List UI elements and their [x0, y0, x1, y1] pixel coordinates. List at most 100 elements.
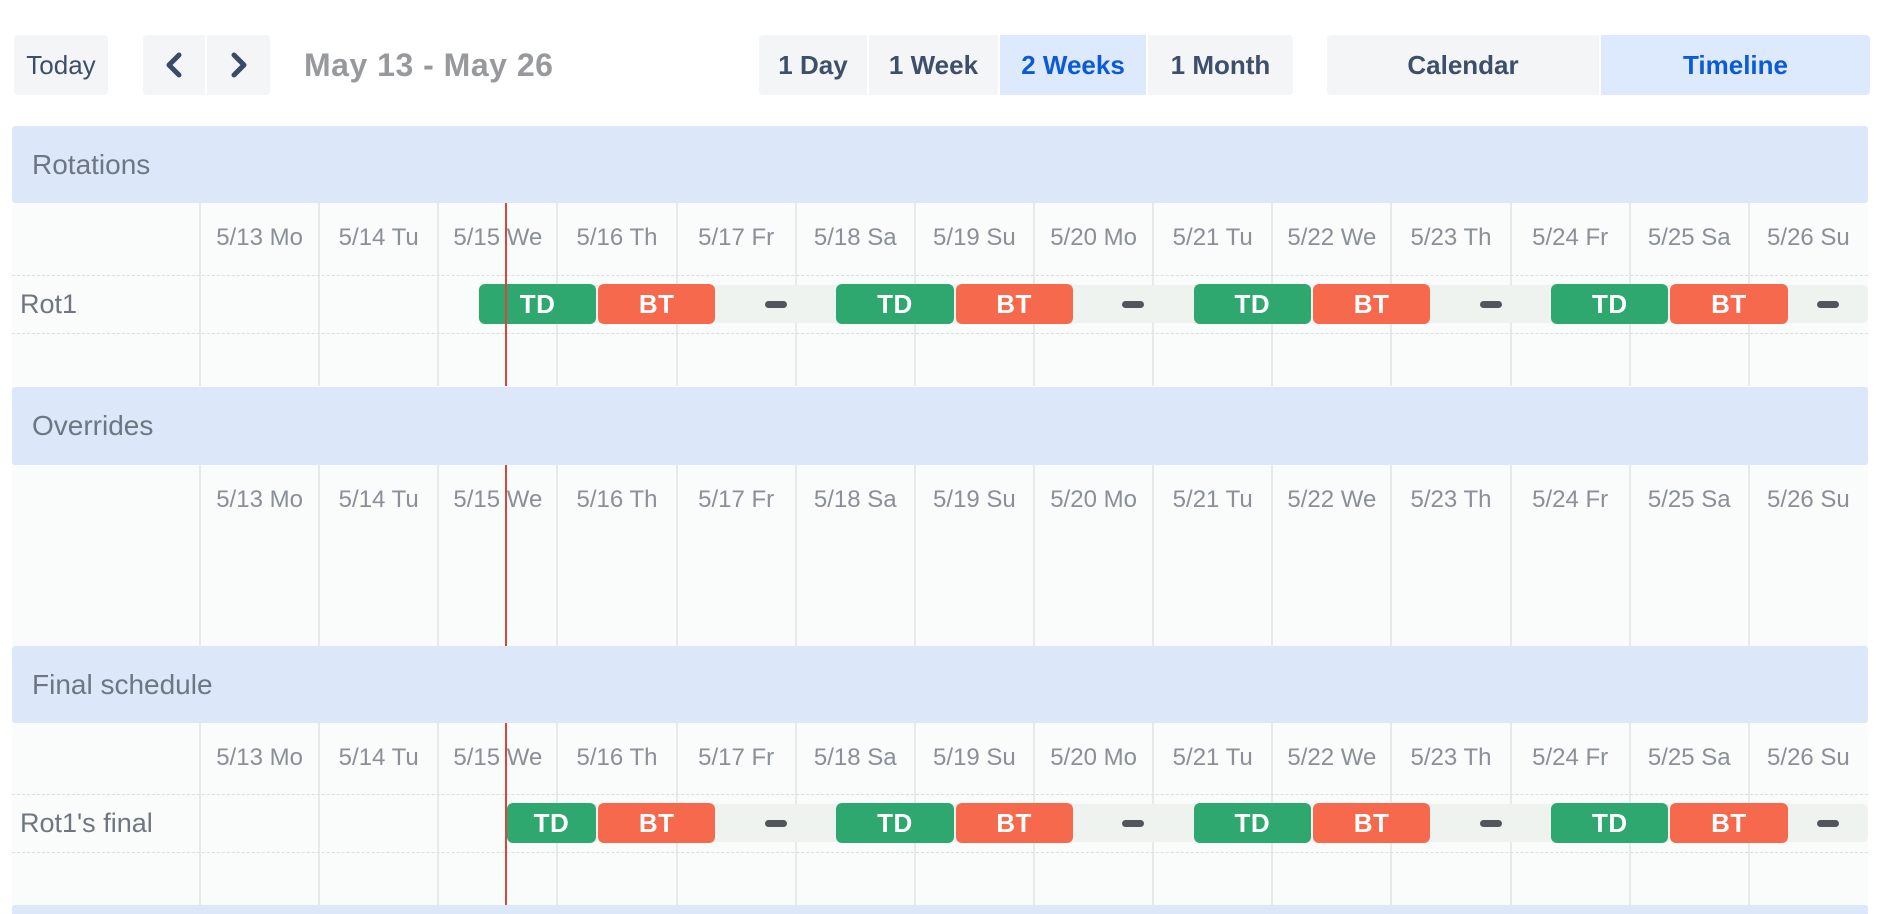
shift-block-bt[interactable]: BT: [955, 803, 1073, 843]
day-label: 5/21 Tu: [1172, 224, 1253, 251]
day-label: 5/16 Th: [576, 224, 658, 251]
day-label: 5/22 We: [1287, 486, 1377, 513]
chevron-left-icon: [166, 52, 182, 78]
day-label: 5/23 Th: [1410, 486, 1492, 513]
section-header-overrides: Overrides: [12, 387, 1868, 465]
today-button[interactable]: Today: [14, 35, 108, 95]
view-option-timeline[interactable]: Timeline: [1601, 35, 1870, 95]
day-gridline: [1509, 465, 1512, 646]
shift-block-bt[interactable]: BT: [955, 284, 1073, 324]
gap-dash-icon: [1817, 819, 1840, 827]
section-title: Final schedule: [32, 668, 213, 700]
section-header-final-schedule: Final schedule: [12, 646, 1868, 723]
section-grid: 5/13 Mo 5/14 Tu 5/15 We 5/16 Th 5/17 Fr 5/18 …: [12, 723, 1868, 905]
shift-block-bt[interactable]: BT: [1312, 803, 1431, 843]
day-label: 5/25 Sa: [1647, 486, 1731, 513]
day-label: 5/24 Fr: [1532, 224, 1609, 251]
day-label: 5/16 Th: [576, 744, 658, 771]
row-separator: [12, 794, 1868, 795]
zoom-option-1-day[interactable]: 1 Day: [759, 35, 867, 95]
shift-block-bt[interactable]: BT: [1312, 284, 1431, 324]
prev-period-button[interactable]: [143, 35, 205, 95]
shift-block-bt[interactable]: BT: [598, 803, 716, 843]
day-gridline: [1747, 465, 1750, 646]
shift-block-td[interactable]: TD: [1551, 284, 1669, 324]
day-label: 5/20 Mo: [1050, 224, 1137, 251]
section-title: Overrides: [32, 410, 154, 441]
day-gridline: [1152, 465, 1155, 646]
day-label: 5/19 Su: [933, 224, 1016, 251]
day-gridline: [556, 465, 559, 646]
day-label: 5/15 We: [453, 486, 543, 513]
day-gridline: [1390, 465, 1393, 646]
day-gridline: [794, 465, 797, 646]
day-label: 5/14 Tu: [338, 486, 419, 513]
row-separator: [12, 333, 1868, 334]
row-separator: [12, 852, 1868, 853]
gap-dash-icon: [1122, 819, 1145, 827]
section-grid: 5/13 Mo 5/14 Tu 5/15 We 5/16 Th 5/17 Fr 5/18 …: [12, 203, 1868, 386]
gap-dash-icon: [1479, 819, 1502, 827]
day-label: 5/23 Th: [1410, 224, 1492, 251]
next-period-button[interactable]: [207, 35, 270, 95]
shift-block-td[interactable]: TD: [1551, 803, 1669, 843]
day-label: 5/19 Su: [933, 744, 1016, 771]
view-option-calendar[interactable]: Calendar: [1327, 35, 1599, 95]
shift-block-td[interactable]: TD: [836, 803, 954, 843]
date-range-title: May 13 - May 26: [304, 46, 554, 83]
day-gridline: [1033, 465, 1035, 646]
day-label: 5/26 Su: [1767, 224, 1850, 251]
day-label: 5/18 Sa: [813, 486, 897, 513]
day-label: 5/18 Sa: [813, 224, 897, 251]
zoom-option-2-weeks[interactable]: 2 Weeks: [1000, 35, 1146, 95]
day-label: 5/25 Sa: [1647, 224, 1731, 251]
gap-dash-icon: [1817, 300, 1840, 308]
day-label: 5/19 Su: [933, 486, 1016, 513]
zoom-option-1-month[interactable]: 1 Month: [1148, 35, 1293, 95]
day-gridline: [199, 723, 201, 905]
day-label: 5/15 We: [453, 224, 543, 251]
day-gridline: [318, 723, 321, 905]
day-label: 5/15 We: [453, 744, 543, 771]
day-label: 5/23 Th: [1410, 744, 1492, 771]
day-gridline: [675, 465, 678, 646]
gap-dash-icon: [764, 819, 787, 827]
shift-block-td[interactable]: TD: [1193, 284, 1311, 324]
gap-dash-icon: [1122, 300, 1145, 308]
day-gridline: [318, 465, 321, 646]
current-time-line: [504, 203, 507, 386]
view-mode-switcher: Calendar Timeline: [1327, 35, 1870, 95]
day-label: 5/24 Fr: [1532, 486, 1609, 513]
shift-block-bt[interactable]: BT: [1670, 284, 1788, 324]
day-label: 5/13 Mo: [216, 224, 303, 251]
day-label: 5/21 Tu: [1172, 744, 1253, 771]
shift-block-td[interactable]: TD: [1193, 803, 1311, 843]
rotation-row-label: Rot1: [20, 288, 78, 319]
section-title: Rotations: [32, 148, 151, 180]
current-time-line: [504, 465, 507, 646]
day-label: 5/26 Su: [1767, 744, 1850, 771]
day-label: 5/22 We: [1287, 744, 1377, 771]
day-gridline: [913, 465, 916, 646]
rotation-row-label: Rot1's final: [20, 807, 153, 838]
day-label: 5/22 We: [1287, 224, 1377, 251]
shift-block-td[interactable]: TD: [506, 803, 597, 843]
day-label: 5/18 Sa: [813, 744, 897, 771]
section-header-rotations: Rotations: [12, 126, 1868, 203]
shift-block-td[interactable]: TD: [478, 284, 597, 324]
day-label: 5/13 Mo: [216, 486, 303, 513]
zoom-option-1-week[interactable]: 1 Week: [869, 35, 998, 95]
day-gridline: [437, 723, 440, 905]
shift-block-bt[interactable]: BT: [1670, 803, 1788, 843]
day-label: 5/20 Mo: [1050, 744, 1137, 771]
current-time-line: [504, 723, 507, 905]
shift-block-td[interactable]: TD: [836, 284, 954, 324]
day-gridline: [318, 203, 321, 386]
day-gridline: [437, 465, 440, 646]
section-grid: 5/13 Mo 5/14 Tu 5/15 We 5/16 Th 5/17 Fr 5/18 …: [12, 465, 1868, 646]
day-label: 5/14 Tu: [338, 744, 419, 771]
shift-block-bt[interactable]: BT: [598, 284, 716, 324]
day-label: 5/17 Fr: [698, 486, 775, 513]
day-gridline: [1271, 465, 1274, 646]
day-label: 5/14 Tu: [338, 224, 419, 251]
